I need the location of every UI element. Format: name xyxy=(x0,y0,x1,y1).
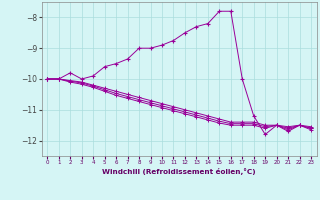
X-axis label: Windchill (Refroidissement éolien,°C): Windchill (Refroidissement éolien,°C) xyxy=(102,168,256,175)
